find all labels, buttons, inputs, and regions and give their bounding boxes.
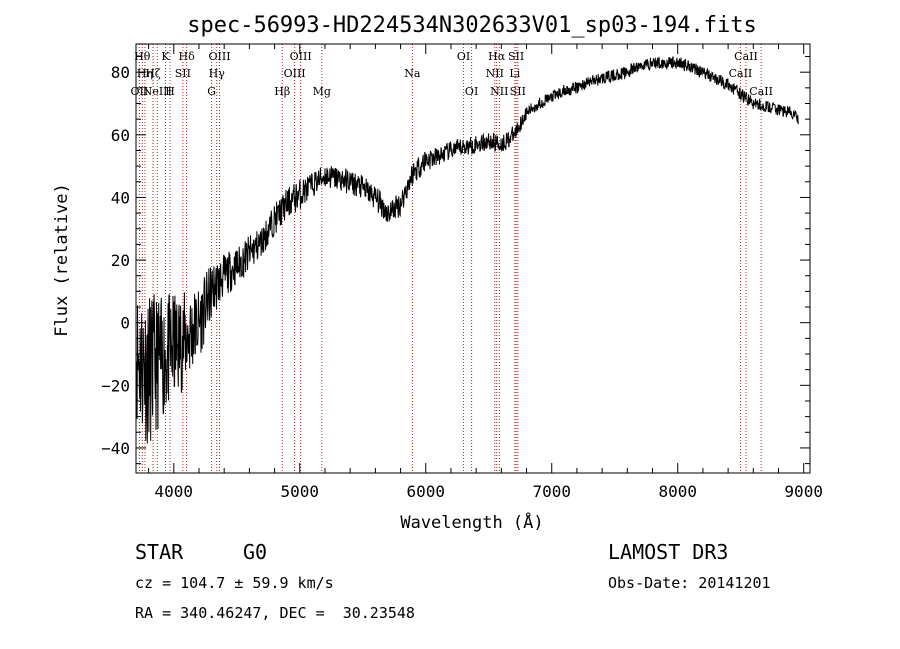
spectral-line-label: Na xyxy=(404,67,421,80)
spectral-line-label: NII xyxy=(490,85,508,98)
x-tick-label: 5000 xyxy=(281,482,320,501)
spectral-line-label: K xyxy=(161,50,170,63)
y-tick-label: 0 xyxy=(120,314,130,333)
spectral-line-label: CaII xyxy=(729,67,753,80)
x-axis-label: Wavelength (Å) xyxy=(400,511,543,533)
spectral-line-label: H xyxy=(165,85,175,98)
plot-frame xyxy=(135,43,811,474)
chart-title: spec-56993-HD224534N302633V01_sp03-194.f… xyxy=(187,13,757,38)
spectral-line-label: G xyxy=(207,85,216,98)
x-tick-label: 6000 xyxy=(406,482,445,501)
y-tick-label: 40 xyxy=(111,188,130,207)
spectral-line-label: Hδ xyxy=(179,50,196,63)
spectral-line-label: CaII xyxy=(734,50,758,63)
spectral-line-label: OIII xyxy=(208,50,230,63)
spectral-line-label: CaII xyxy=(749,85,773,98)
spectral-line-label: Hθ xyxy=(134,50,151,63)
spectrum-series-line xyxy=(135,56,799,444)
observation-date: Obs-Date: 20141201 xyxy=(608,574,771,592)
spectral-line-label: OIII xyxy=(284,67,306,80)
x-tick-label: 9000 xyxy=(784,482,823,501)
spectral-line-label: SII xyxy=(510,85,526,98)
spectral-lines-layer xyxy=(138,44,762,473)
spectral-line-label: OII xyxy=(131,85,149,98)
survey-name: LAMOST DR3 xyxy=(608,540,729,564)
spectral-line-label: SII xyxy=(175,67,191,80)
redshift-velocity: cz = 104.7 ± 59.9 km/s xyxy=(135,574,334,592)
y-tick-label: 80 xyxy=(111,63,130,82)
y-axis-label: Flux (relative) xyxy=(52,183,72,337)
spectral-line-label: Hα xyxy=(488,50,506,63)
x-tick-label: 7000 xyxy=(532,482,571,501)
spectral-line-label: NII xyxy=(486,67,504,80)
spectral-line-label: Hβ xyxy=(274,85,290,98)
spectral-line-label: Mg xyxy=(313,85,331,98)
spectral-line-label: SII xyxy=(508,50,524,63)
spectral-line-label: OI xyxy=(465,85,478,98)
y-tick-label: 20 xyxy=(111,251,130,270)
object-class: STAR xyxy=(135,540,184,564)
spectral-line-label: OIII xyxy=(290,50,312,63)
spectral-line-label: Hγ xyxy=(209,67,226,80)
y-tick-label: 60 xyxy=(111,126,130,145)
x-tick-label: 4000 xyxy=(155,482,194,501)
spectral-line-label: Li xyxy=(509,67,520,80)
spectral-line-label: Hζ xyxy=(145,67,161,80)
spectral-line-label: NeIII xyxy=(143,85,172,98)
spectral-line-labels: OIIHθHηHζNeIIIKHSIIHδGHγOIIIHβOIIIOIIIMg… xyxy=(131,50,773,98)
spectrum-chart: spec-56993-HD224534N302633V01_sp03-194.f… xyxy=(52,13,823,533)
object-subclass: G0 xyxy=(243,540,268,564)
y-tick-label: −40 xyxy=(101,439,130,458)
x-tick-label: 8000 xyxy=(658,482,697,501)
y-tick-label: −20 xyxy=(101,376,130,395)
axis-ticks: 4000 5000 6000 7000 8000 9000 −40 −20 0 20 40 60 80 xyxy=(101,44,823,501)
spectral-line-label: Hη xyxy=(137,67,153,80)
spectral-line-label: OI xyxy=(457,50,470,63)
sky-coordinates: RA = 340.46247, DEC = 30.23548 xyxy=(135,604,415,622)
